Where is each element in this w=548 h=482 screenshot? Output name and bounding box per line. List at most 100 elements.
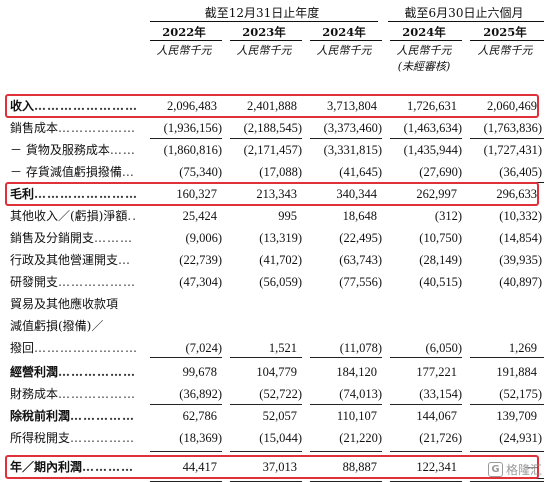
year-2024: 2024年 [322, 25, 366, 39]
cell-value: (17,088) [259, 165, 302, 179]
underline [230, 138, 302, 139]
unit-label-5: 人民幣千元 [477, 44, 533, 57]
unaudited-note: (未經審核) [397, 60, 451, 73]
year-2022: 2022年 [162, 25, 206, 39]
cell-value: (15,044) [259, 431, 302, 445]
row-label-text: 所得稅開支 [10, 431, 71, 445]
year-rule-1 [150, 40, 222, 41]
cell-value: (63,743) [339, 253, 382, 267]
row-label-text: 貿易及其他應收款項 [10, 297, 119, 311]
cell-value: 995 [278, 209, 297, 223]
cell-value: (1,463,634) [403, 121, 462, 135]
underline [470, 451, 544, 452]
row-label-text: 銷售及分銷開支 [10, 231, 95, 245]
underline [470, 404, 544, 405]
underline [150, 138, 222, 139]
cell-value: (18,369) [179, 431, 222, 445]
row-leader-dots: …………… [70, 431, 136, 445]
cell-value: (10,750) [419, 231, 462, 245]
year-rule-2 [230, 40, 302, 41]
row-label-text: 其他收入／(虧損)淨額 [10, 209, 128, 223]
cell-value: (28,149) [419, 253, 462, 267]
row-label: 其他收入／(虧損)淨額.. [10, 208, 156, 225]
cell-value: — [524, 460, 538, 474]
cell-value: 2,401,888 [247, 99, 297, 113]
row-label: 行政及其他營運開支… [10, 252, 156, 269]
cell-value: (2,188,545) [243, 121, 302, 135]
cell-value: 2,060,469 [487, 99, 537, 113]
row-leader-dots: ……… [94, 231, 134, 245]
period-header-six-months: 截至6月30日止六個月 [404, 6, 524, 20]
row-label-text: － 存貨減值虧損撥備 [10, 165, 122, 179]
row-label: 經營利潤……………… [10, 364, 156, 381]
table-row-cost-of-goods-services: － 貨物及服務成本…… (1,860,816) (2,171,457) (3,331,… [0, 140, 548, 161]
cell-value: 1,726,631 [407, 99, 457, 113]
cell-value: 177,221 [416, 365, 457, 379]
highlight-box-net-profit [5, 455, 539, 479]
row-label: 年／期內利潤………… [10, 459, 156, 476]
row-label-text: － 貨物及服務成本 [10, 143, 110, 157]
underline [310, 357, 382, 358]
row-leader-dots: … [118, 253, 132, 267]
unit-label-4: 人民幣千元 [396, 44, 452, 57]
cell-value: (27,690) [419, 165, 462, 179]
cell-value: (21,220) [339, 431, 382, 445]
table-row-profit-for-period: 年／期內利潤………… 44,417 37,013 88,887 122,341 — [0, 457, 548, 478]
cell-value: 88,887 [342, 460, 377, 474]
highlight-box-gross-profit [5, 182, 539, 206]
underline [150, 357, 222, 358]
row-label: 財務成本……………… [10, 386, 156, 403]
row-label: 撥回…………………… [10, 340, 156, 357]
row-leader-dots: …………………… [34, 99, 139, 113]
row-label: 貿易及其他應收款項 [10, 296, 156, 313]
period-header-fiscal-year: 截至12月31日止年度 [204, 6, 320, 20]
year-2025-interim: 2025年 [483, 25, 527, 39]
cell-value: (52,175) [499, 387, 542, 401]
cell-value: (39,935) [499, 253, 542, 267]
row-label-text: 除稅前利潤 [10, 409, 71, 423]
cell-value: 191,884 [496, 365, 537, 379]
underline [150, 404, 222, 405]
cell-value: (40,897) [499, 275, 542, 289]
row-label: 銷售及分銷開支……… [10, 230, 156, 247]
cell-value: 44,417 [182, 460, 217, 474]
table-row-admin-expenses: 行政及其他營運開支… (22,739) (41,702) (63,743) (28,14… [0, 250, 548, 271]
cell-value: (2,171,457) [243, 143, 302, 157]
row-leader-dots: ……………… [58, 365, 137, 379]
cell-value: (52,722) [259, 387, 302, 401]
watermark-text: 格隆汇 [505, 463, 542, 477]
row-label-text: 研發開支 [10, 275, 59, 289]
cell-value: (36,892) [179, 387, 222, 401]
unit-label-3: 人民幣千元 [316, 44, 372, 57]
underline [310, 451, 382, 452]
cell-value: (75,340) [179, 165, 222, 179]
cell-value: 139,709 [496, 409, 537, 423]
row-label: 研發開支……………… [10, 274, 156, 291]
table-row-finance-costs: 財務成本……………… (36,892) (52,722) (74,013) (33,15… [0, 384, 548, 405]
unit-label-1: 人民幣千元 [156, 44, 212, 57]
row-label-text: 行政及其他營運開支 [10, 253, 119, 267]
row-leader-dots: ………… [82, 460, 135, 474]
row-label: － 貨物及服務成本…… [10, 142, 156, 159]
cell-value: 62,786 [182, 409, 217, 423]
cell-value: (77,556) [339, 275, 382, 289]
cell-value: 52,057 [262, 409, 297, 423]
cell-value: 1,521 [268, 341, 297, 355]
cell-value: (22,495) [339, 231, 382, 245]
year-2023: 2023年 [242, 25, 286, 39]
underline [470, 357, 544, 358]
table-row-trade-receivables-1: 貿易及其他應收款項 [0, 294, 548, 315]
row-label-text: 經營利潤 [10, 365, 59, 379]
cell-value: 1,269 [508, 341, 537, 355]
unit-label-2: 人民幣千元 [236, 44, 292, 57]
cell-value: (13,319) [259, 231, 302, 245]
cell-value: (40,515) [419, 275, 462, 289]
cell-value: 122,341 [416, 460, 457, 474]
cell-value: (56,059) [259, 275, 302, 289]
row-leader-dots: ……………… [58, 275, 137, 289]
row-leader-dots: ……………… [58, 121, 137, 135]
cell-value: 99,678 [182, 365, 217, 379]
cell-value: 37,013 [262, 460, 297, 474]
watermark: G 格隆汇 [487, 461, 542, 478]
